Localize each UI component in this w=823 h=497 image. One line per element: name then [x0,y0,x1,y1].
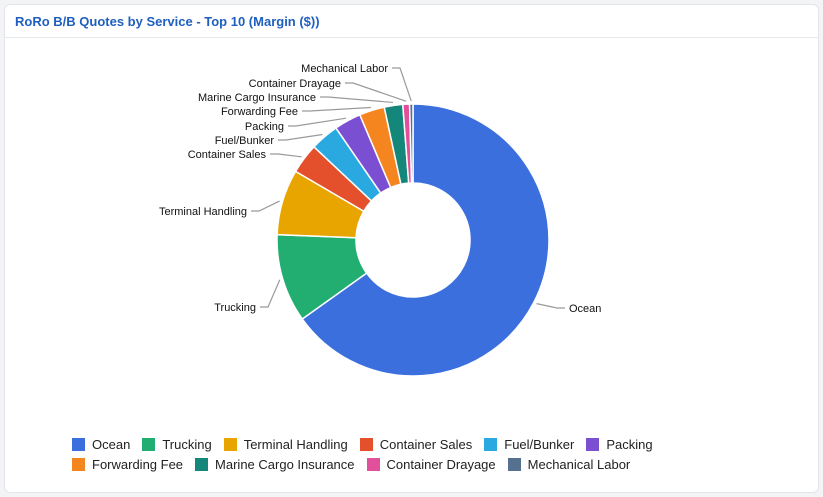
legend-swatch [72,457,85,471]
legend-label: Fuel/Bunker [504,436,575,452]
leader-line [270,153,302,158]
leader-line [302,106,371,112]
leader-line [392,67,412,102]
slice-label: Fuel/Bunker [215,135,275,147]
slice-label: Container Drayage [249,78,341,90]
leader-line [536,303,565,309]
legend-item[interactable]: Marine Cargo Insurance [195,456,355,472]
leader-line [260,279,281,308]
leader-line [288,117,347,127]
slice-label: Trucking [214,302,256,314]
legend-swatch [223,437,237,451]
legend-label: Forwarding Fee [92,456,184,472]
legend-swatch [507,457,521,471]
legend-swatch [195,457,209,471]
legend-item[interactable]: Packing [586,436,653,452]
legend-item[interactable]: Container Drayage [366,456,496,472]
slice-label: Container Sales [188,149,267,161]
legend-label: Packing [606,436,653,452]
chart-title: RoRo B/B Quotes by Service - Top 10 (Mar… [15,13,320,29]
legend-label: Mechanical Labor [527,456,631,472]
legend-label: Container Sales [379,436,473,452]
chart-card: RoRo B/B Quotes by Service - Top 10 (Mar… [4,4,819,493]
slice-label: Terminal Handling [159,206,247,218]
leader-line [320,96,394,104]
legend-swatch [484,437,498,451]
legend-item[interactable]: Ocean [72,436,130,452]
legend-label: Container Drayage [386,456,496,472]
chart-legend: Ocean Trucking Terminal Handling Container … [72,436,772,472]
legend-item[interactable]: Container Sales [359,436,473,452]
legend-item[interactable]: Terminal Handling [223,436,348,452]
slice-label: Mechanical Labor [301,63,388,75]
legend-swatch [359,437,373,451]
legend-label: Ocean [92,436,131,452]
legend-item[interactable]: Fuel/Bunker [484,436,574,452]
leader-line [278,133,323,141]
legend-swatch [142,437,156,451]
legend-label: Trucking [162,436,212,452]
legend-item[interactable]: Mechanical Labor [507,456,631,472]
slice-label: Marine Cargo Insurance [198,92,316,104]
legend-swatch [366,457,380,471]
legend-label: Marine Cargo Insurance [215,456,355,472]
legend-item[interactable]: Forwarding Fee [72,456,183,472]
leader-line [345,82,407,102]
slice-label: Packing [245,121,284,133]
legend-label: Terminal Handling [243,436,348,452]
legend-swatch [72,437,85,451]
legend-item[interactable]: Trucking [142,436,212,452]
slice-label: Ocean [569,303,601,315]
slice-mechanical-labor[interactable] [408,103,414,184]
slice-ocean[interactable] [301,103,550,377]
legend-swatch [586,437,600,451]
leader-line [251,200,280,212]
slice-label: Forwarding Fee [221,106,298,118]
card-header: RoRo B/B Quotes by Service - Top 10 (Mar… [5,5,818,38]
